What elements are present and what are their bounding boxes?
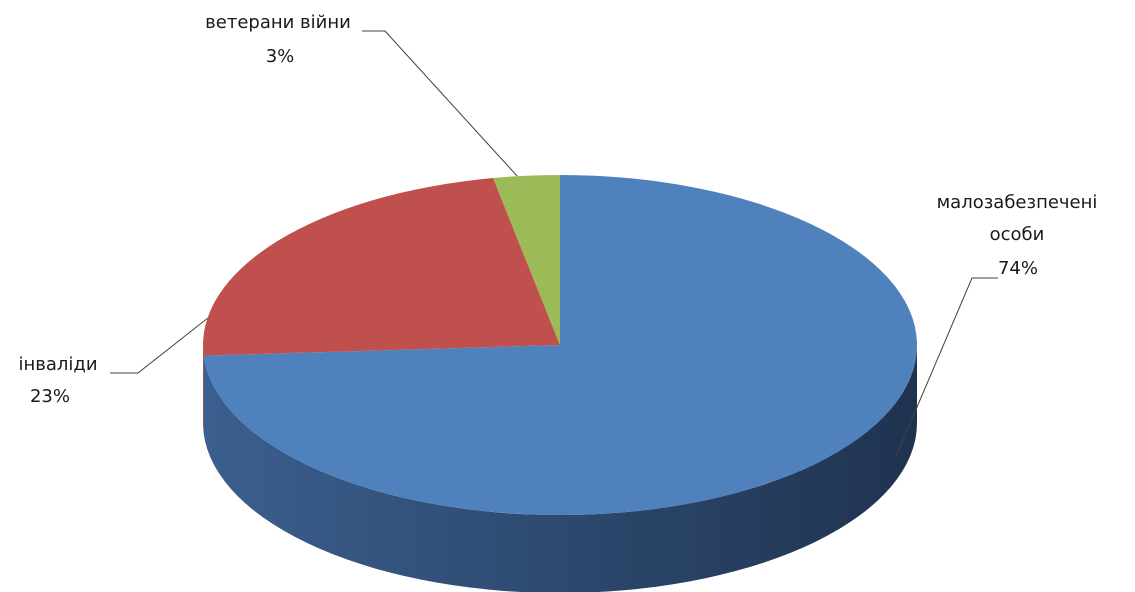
pie-slice (493, 175, 560, 345)
pie-slice (203, 175, 917, 515)
pie-slice-side (203, 345, 204, 434)
slice-value-label: 23% (30, 386, 70, 407)
leader-line (362, 30, 518, 177)
pie-tops (202, 175, 917, 515)
slice-label-group-0: малозабезпечені особи 74% (937, 192, 1098, 279)
leader-line (894, 277, 998, 459)
slice-label-group-2: ветерани війни 3% (205, 12, 351, 67)
slice-label: особи (990, 224, 1045, 245)
slice-value-label: 74% (998, 258, 1038, 279)
slice-label: інваліди (18, 354, 97, 375)
leader-lines (110, 30, 998, 459)
slice-label: малозабезпечені (937, 192, 1098, 213)
pie-sides (203, 345, 917, 592)
slice-value-label: 3% (266, 46, 295, 67)
pie-slice-side (203, 345, 917, 592)
slice-label: ветерани війни (205, 12, 351, 33)
slice-label-group-1: інваліди 23% (18, 354, 97, 407)
pie-slice (202, 178, 560, 356)
leader-line (110, 318, 208, 374)
